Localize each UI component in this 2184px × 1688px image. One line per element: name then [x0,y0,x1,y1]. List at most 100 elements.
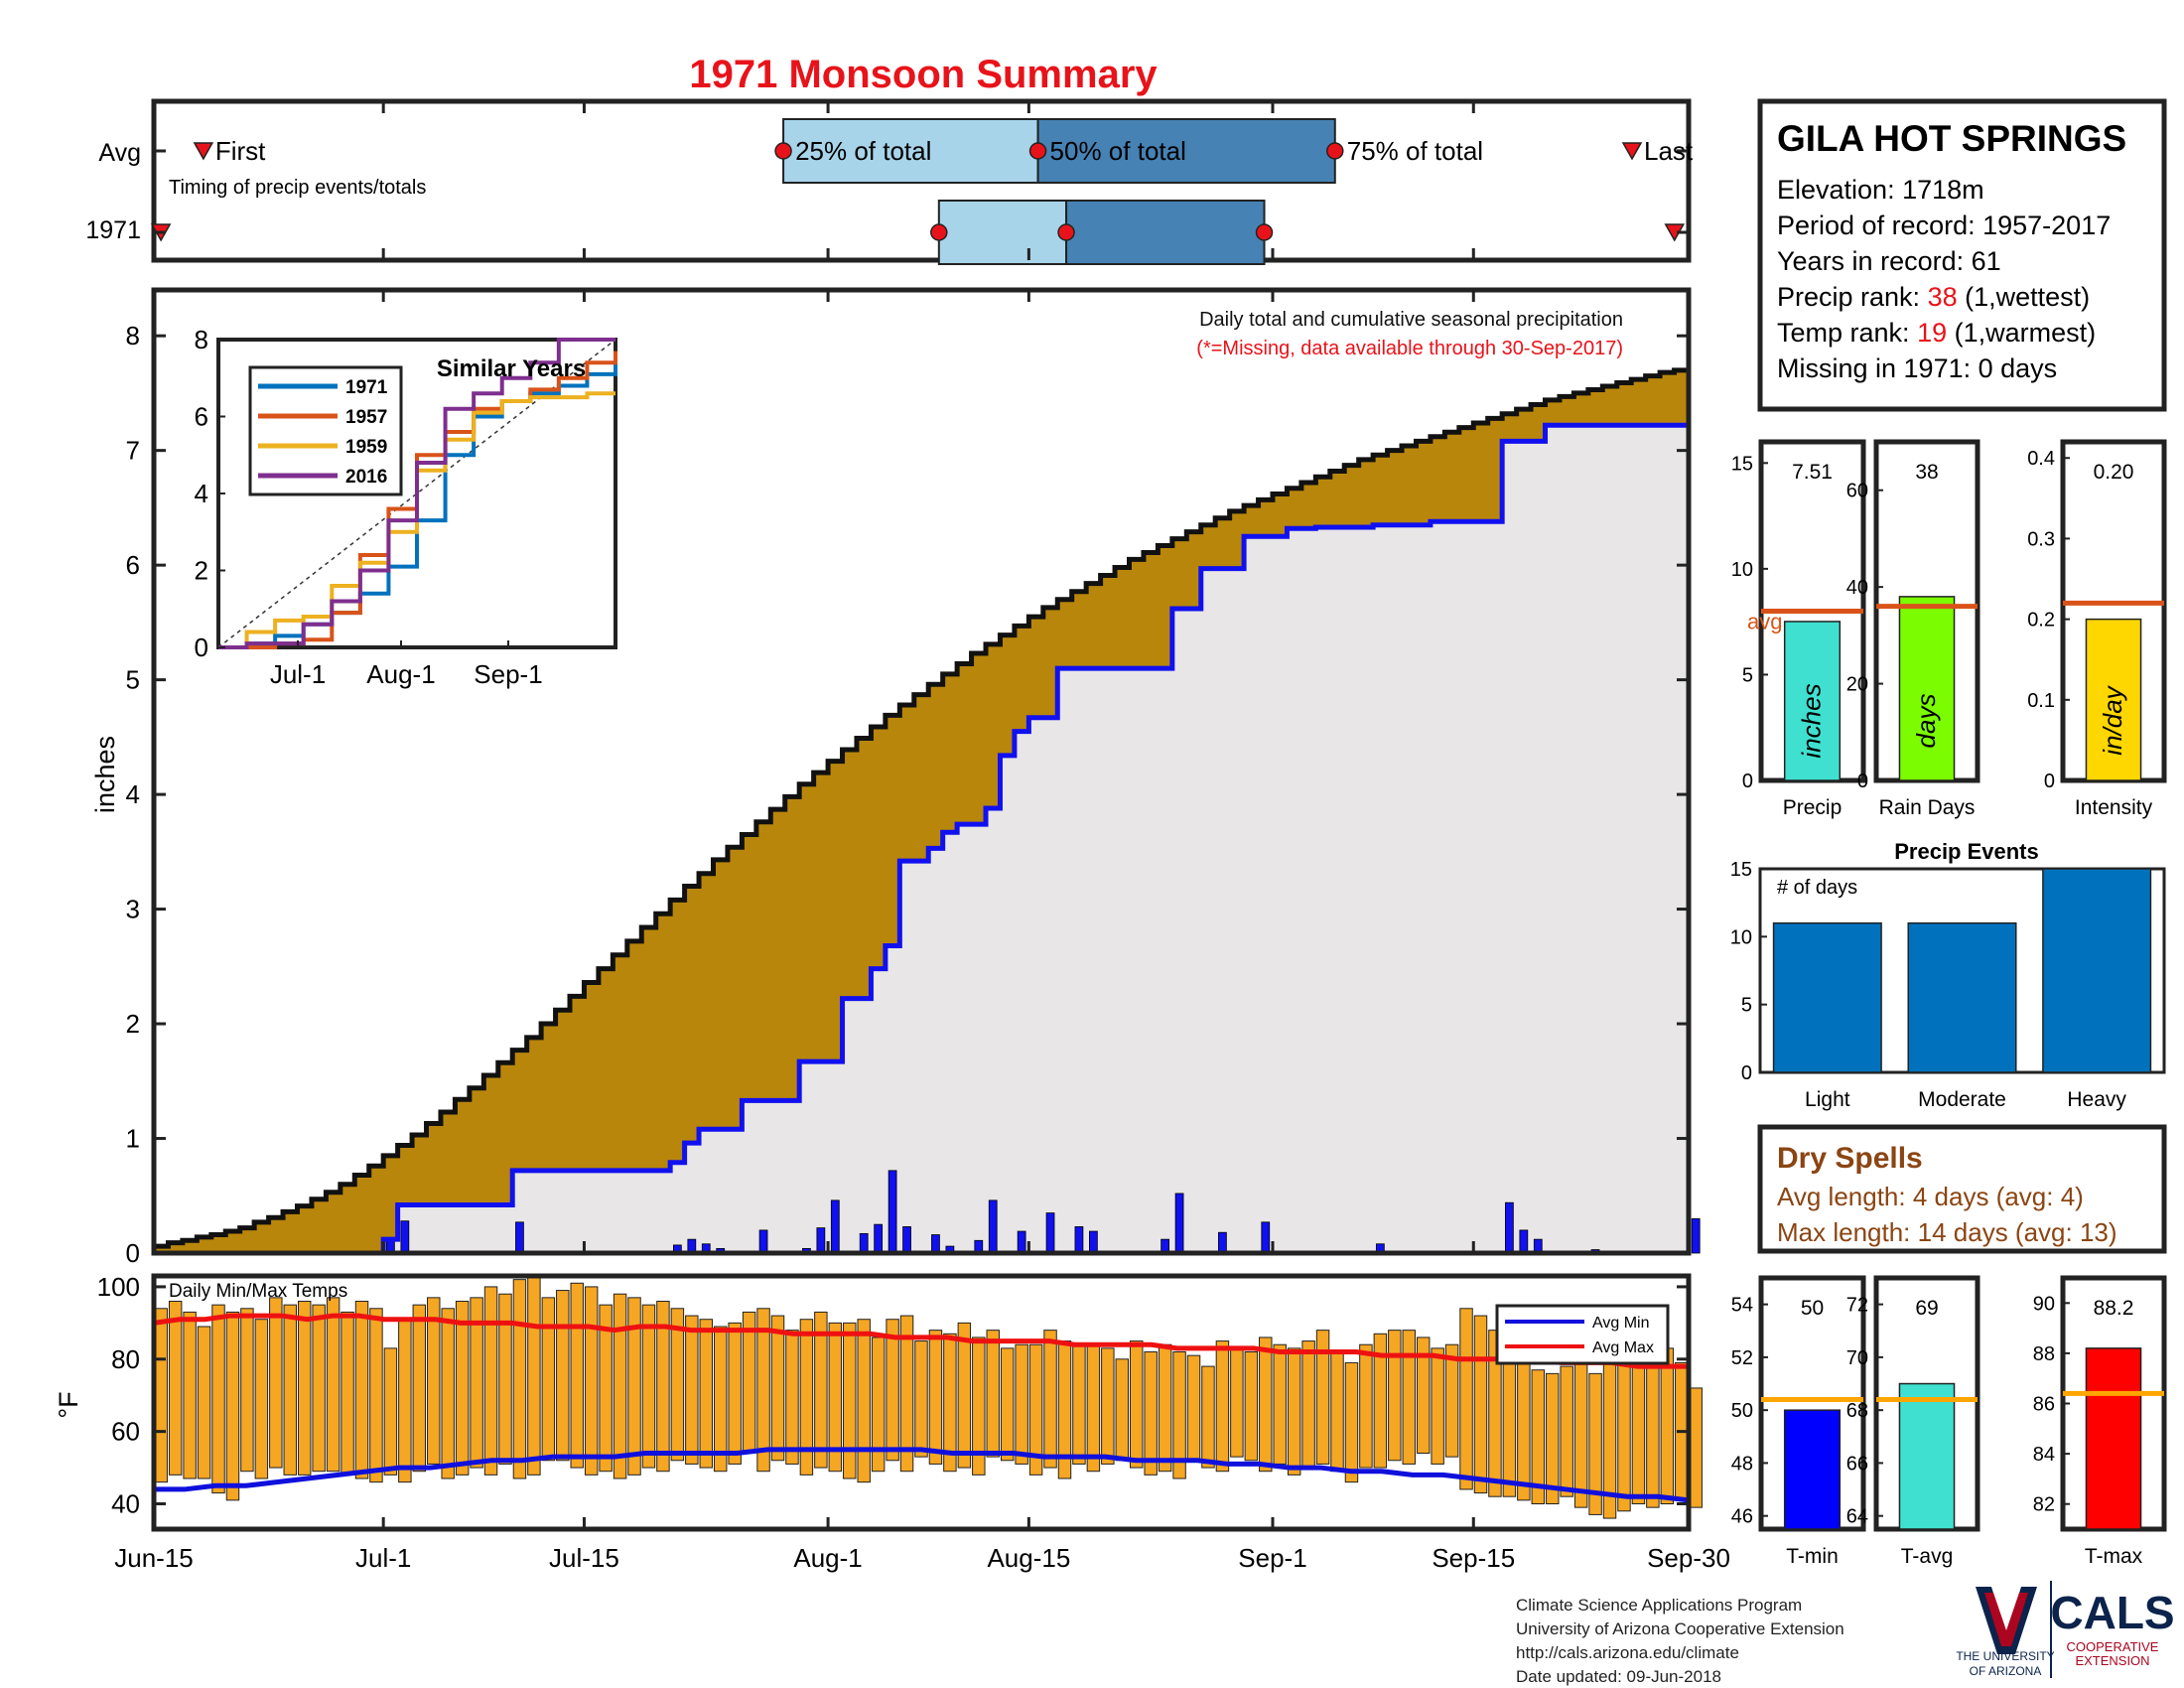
date-axis-label: Sep-30 [1647,1543,1730,1573]
station-years: Years in record: 61 [1777,246,2001,276]
inset-ytick-label: 6 [195,402,208,432]
daily-precip-bar [830,1199,840,1254]
above-average-fill [1660,372,1676,426]
event-bar [2042,868,2152,1073]
ua-logo-line-1: THE UNIVERSITY [1956,1649,2054,1663]
above-average-fill [584,982,600,1171]
daily-temp-bar [1158,1343,1172,1473]
summary-panel: avg 7.51 0 5 10 15 inches Precip [1731,439,1866,819]
daily-temp-bar [225,1311,240,1501]
above-average-fill [1430,436,1445,522]
date-axis-label: Sep-15 [1432,1543,1515,1573]
temperature-panel: 40 60 80 100 Daily Min/Max Temps °F Avg Min… [54,1272,1703,1532]
daily-temp-bar [570,1282,584,1469]
daily-temp-bar [1215,1340,1230,1473]
average-cumulative-line [154,422,1689,1256]
temp-bars [154,1275,1703,1519]
summary-ytick-label: 0.3 [2027,528,2055,550]
daily-temp-bar [1431,1347,1444,1465]
summary-bar [2085,618,2142,781]
summary-ytick-label: 68 [1846,1400,1868,1422]
daily-precip-bar [902,1226,911,1254]
above-average-fill [154,1246,170,1253]
daily-temp-bar [240,1308,254,1473]
above-average-fill [699,873,715,1130]
daily-temp-bar [1546,1372,1560,1505]
summary-unit-label: inches [1797,683,1827,758]
daily-temp-bar [197,1326,211,1479]
inset-ytick-label: 2 [195,556,208,586]
daily-temp-bar [742,1311,756,1455]
daily-temp-bar [183,1311,197,1479]
above-average-fill [254,1221,270,1253]
summary-ytick-label: 54 [1731,1295,1753,1317]
above-average-fill [885,715,900,946]
daily-temp-bar [1186,1354,1201,1462]
events-ytick-label: 10 [1730,926,1752,948]
event-category-label: Heavy [2067,1088,2126,1111]
summary-ytick-label: 64 [1846,1506,1868,1528]
above-average-fill [1545,399,1561,426]
above-average-fill [742,834,757,1101]
daily-temp-bar [857,1319,871,1483]
summary-ytick-label: 52 [1731,1347,1753,1369]
above-average-fill [283,1211,299,1253]
quantile-marker [1255,223,1274,241]
daily-temp-bar [412,1304,427,1473]
summary-value-label: 50 [1801,1297,1824,1320]
events-ytick-label: 0 [1741,1062,1752,1084]
event-category-label: Light [1805,1088,1850,1111]
main-ytick-label: 5 [126,665,140,695]
above-average-fill [268,1217,284,1253]
daily-temp-bar [1573,1343,1588,1508]
cals-logo[interactable]: CALS COOPERATIVE EXTENSION [2050,1587,2174,1668]
daily-temp-bar [512,1279,527,1479]
main-ytick-label: 1 [126,1124,140,1154]
summary-ytick-label: 0.1 [2027,690,2055,712]
daily-temp-bar [728,1322,742,1465]
above-average-fill [1258,499,1274,537]
daily-temp-bar [1388,1330,1402,1462]
inset-legend-label: 1959 [345,437,387,458]
avg-last-marker [1621,142,1643,161]
quantile-marker [774,142,792,160]
above-average-fill [971,653,987,825]
daily-temp-bar [928,1330,943,1465]
daily-temp-bar [1086,1343,1101,1473]
daily-temp-bar [470,1297,483,1469]
above-average-fill [1028,617,1044,718]
precip-rank-note: (1,wettest) [1958,282,2091,312]
above-average-fill [1387,450,1403,525]
daily-temp-bar [785,1330,799,1465]
summary-unit-label: in/day [2098,684,2127,755]
station-precip-rank: Precip rank: 38 (1,wettest) [1777,282,2090,312]
summary-panel-name: Intensity [2075,796,2153,819]
summary-ytick-label: 20 [1846,674,1868,696]
daily-temp-bar [656,1301,670,1473]
observed-cumulative-line [151,367,1689,1253]
summary-panel: 69 64 66 68 70 72 T-avg [1846,1275,1980,1568]
above-average-fill [426,1123,442,1205]
timing-year-label: 1971 [85,216,141,244]
university-of-arizona-logo[interactable]: THE UNIVERSITY OF ARIZONA [1956,1587,2055,1678]
daily-temp-bar [1130,1340,1144,1469]
daily-temp-bar [670,1308,685,1462]
above-average-fill [1458,427,1474,522]
summary-panel: 50 46 48 50 52 54 T-min [1731,1275,1866,1568]
above-average-fill [1444,432,1460,522]
above-average-fill [1000,634,1016,756]
daily-temp-bar [441,1308,455,1479]
above-average-fill [412,1135,428,1205]
inset-series-line [218,338,615,649]
temp-rank-note: (1,warmest) [1947,318,2096,348]
precip-rank-label: Precip rank: [1777,282,1928,312]
daily-temp-bar [756,1308,770,1473]
summary-bar [1898,596,1956,781]
daily-temp-bar [814,1311,828,1469]
summary-ytick-label: 66 [1846,1453,1868,1475]
daily-temp-bar [326,1297,341,1473]
summary-panel: 38 0 20 40 60 days Rain Days [1846,439,1980,819]
daily-precip-bar [859,1232,869,1254]
above-average-fill [210,1234,226,1253]
daily-temp-bar [1444,1343,1459,1458]
